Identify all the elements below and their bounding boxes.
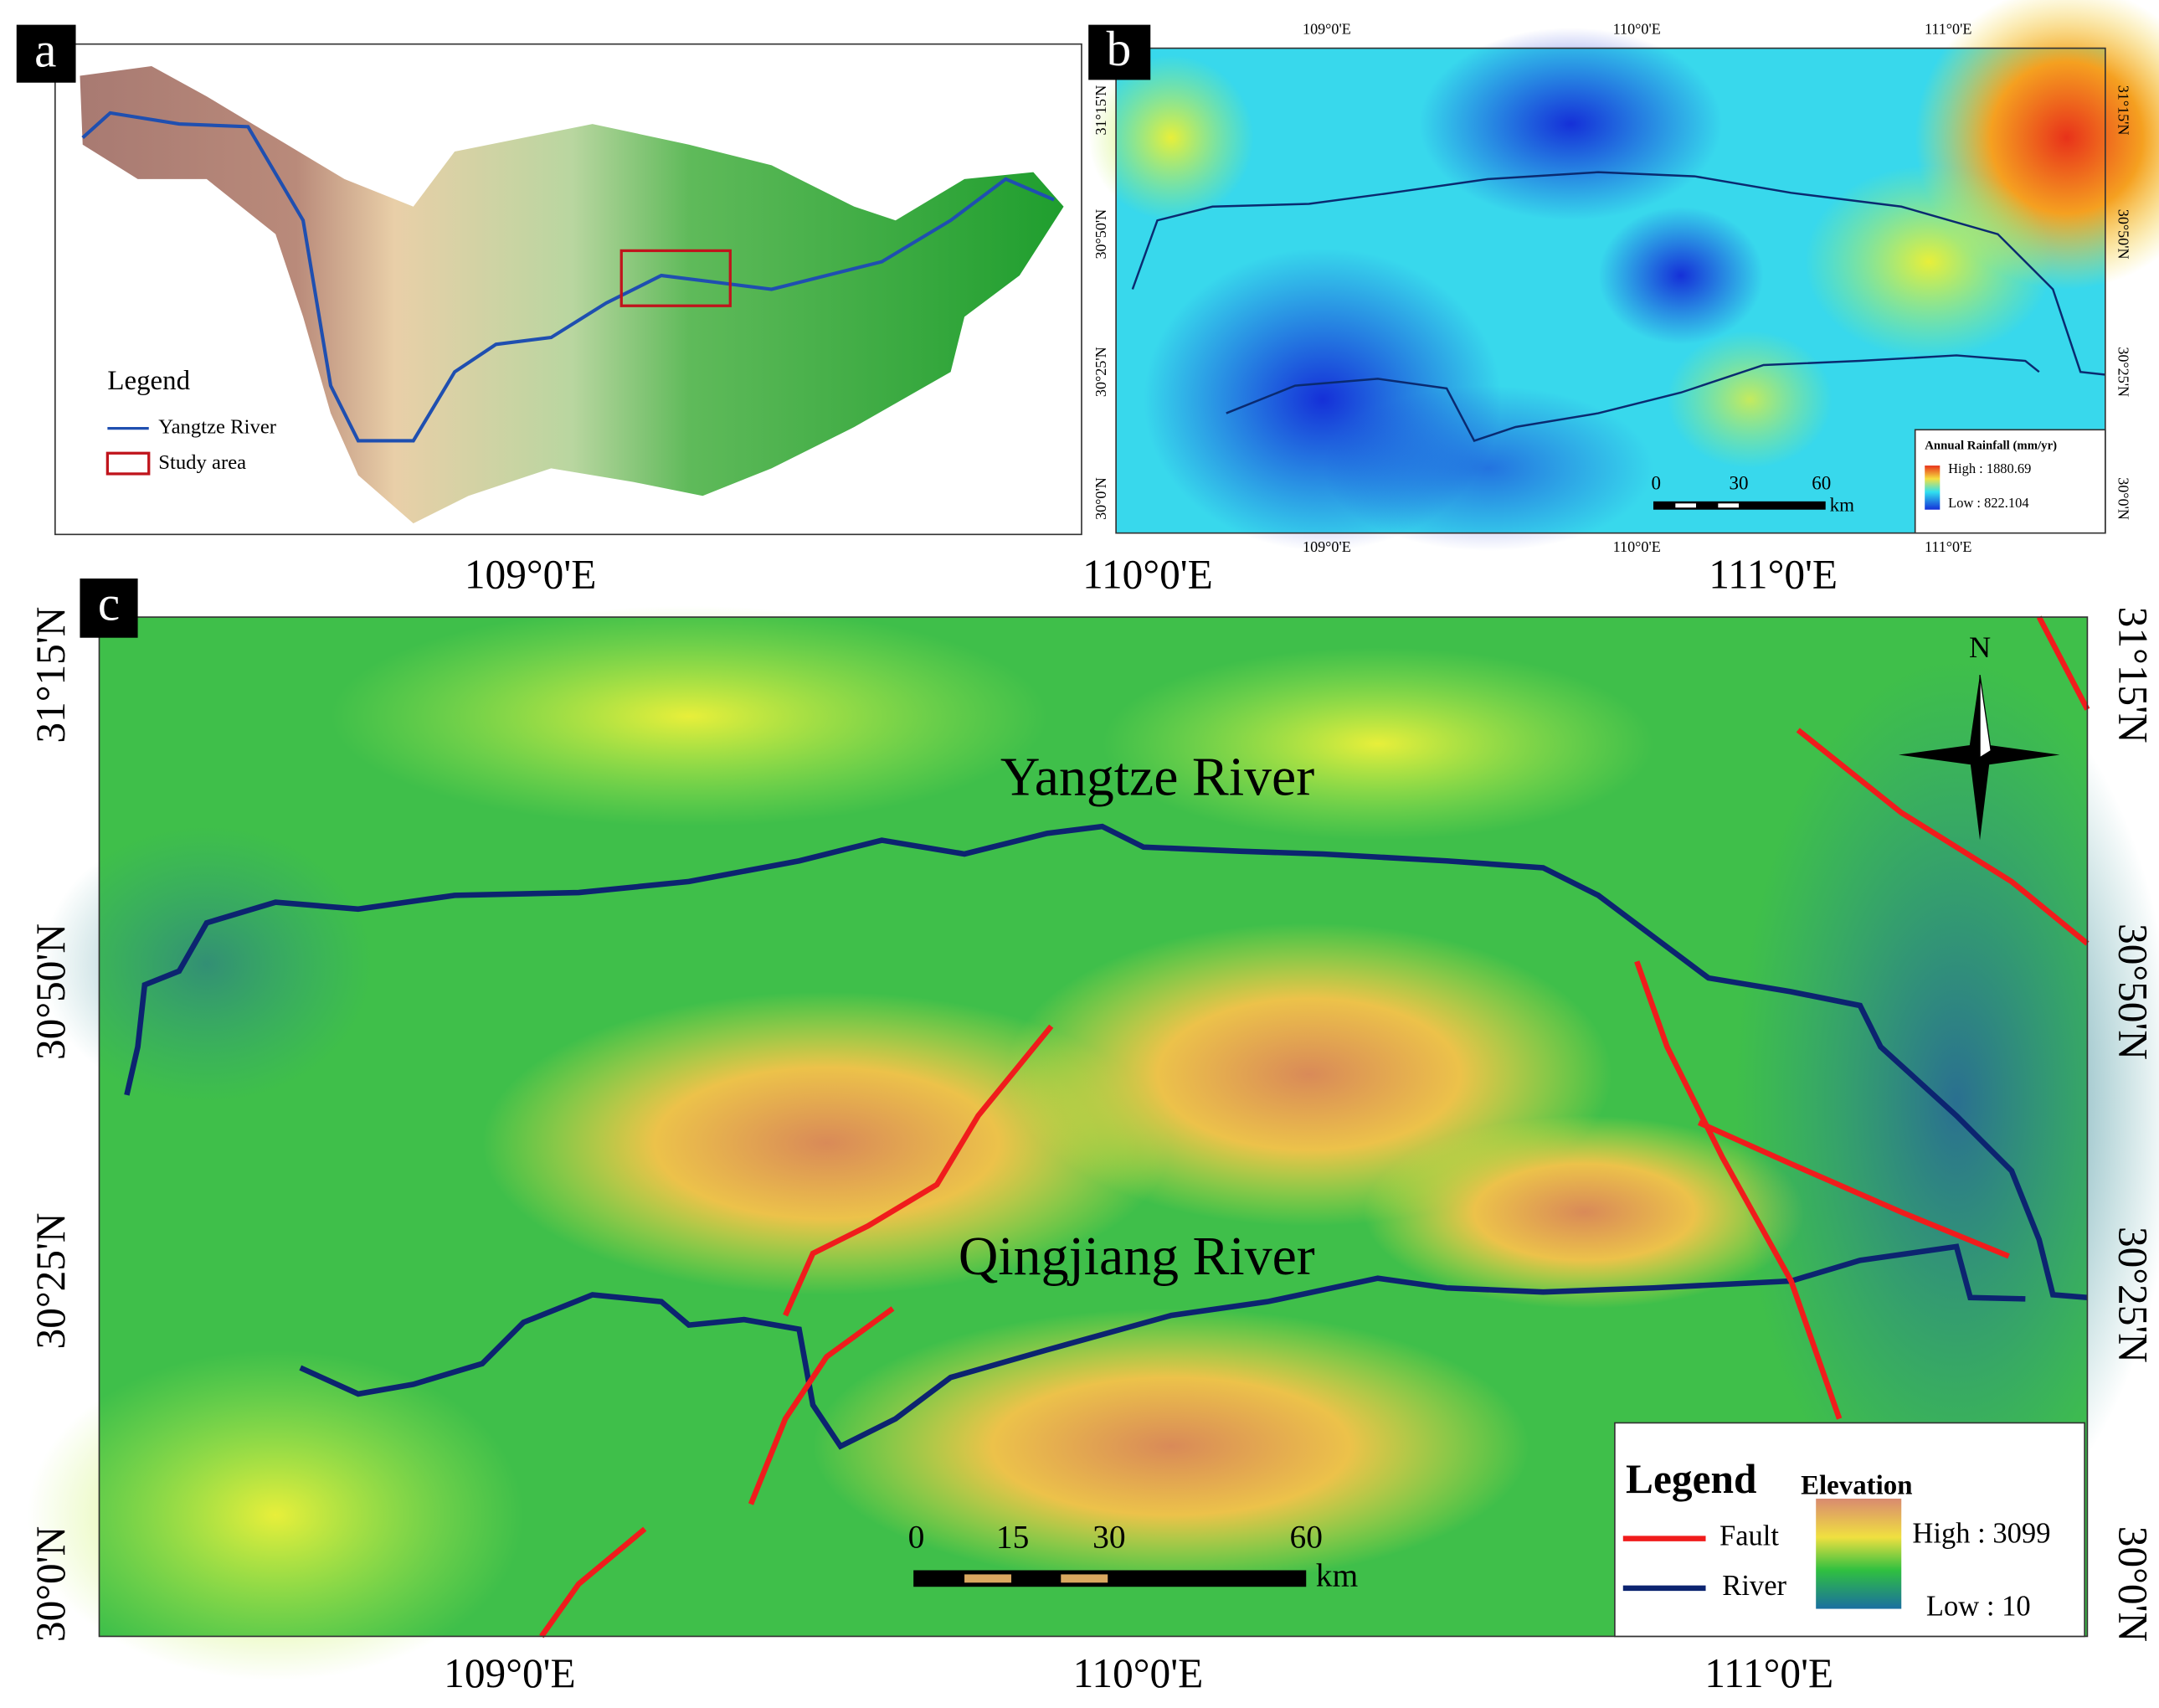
lat-label: 30°25'N: [1092, 347, 1109, 397]
lat-label: 31°15'N: [1092, 85, 1109, 136]
legend-item: Yangtze River: [158, 415, 276, 438]
lat-label: 30°0'N: [1092, 477, 1109, 520]
lat-label: 30°0'N: [2115, 477, 2131, 520]
north-arrow: N: [1898, 630, 2060, 841]
scale-bar: 0 30 60 km: [1652, 471, 1855, 515]
legend-high: High : 3099: [1912, 1517, 2050, 1549]
scale-label: 0: [908, 1518, 925, 1555]
legend-swatch: [105, 451, 151, 476]
colorbar: [1925, 466, 1941, 510]
scale-label: 15: [996, 1518, 1029, 1555]
lat-label: 31°15'N: [2110, 607, 2156, 743]
lat-label: 30°0'N: [28, 1526, 74, 1642]
lat-label: 30°25'N: [2115, 347, 2131, 397]
yangtze-river: [81, 111, 1055, 443]
panel-c: Yangtze River Qingjiang River N 0 15 30 …: [27, 551, 2159, 1696]
rainfall-field: [1088, 0, 2159, 552]
scale-label: 0: [1652, 471, 1662, 493]
panel-label: b: [1107, 21, 1132, 76]
river: [1226, 354, 2040, 442]
north-label: N: [1969, 630, 1991, 664]
scale-unit: km: [1830, 494, 1855, 516]
faults: [539, 615, 2090, 1639]
river-label: Yangtze River: [1000, 747, 1314, 808]
scale-label: 30: [1730, 471, 1749, 493]
lat-label: 30°50'N: [28, 923, 74, 1060]
panel-b: 109°0'E 110°0'E 111°0'E 109°0'E 110°0'E …: [1088, 0, 2159, 555]
lon-label: 110°0'E: [1613, 538, 1661, 555]
legend-low: Low : 10: [1926, 1590, 2031, 1622]
colorbar: [1816, 1498, 1902, 1609]
panel-frame: [1115, 47, 2106, 534]
river: [1131, 171, 2105, 376]
legend-title: Annual Rainfall (mm/yr): [1925, 439, 2057, 452]
legend-low: Low : 822.104: [1948, 495, 2028, 511]
legend-box: [1914, 429, 2106, 534]
legend-item: Study area: [158, 451, 246, 474]
lat-label: 30°50'N: [1092, 209, 1109, 260]
legend-item: River: [1722, 1570, 1786, 1602]
lat-label: 30°50'N: [2115, 209, 2131, 260]
river-label: Qingjiang River: [959, 1226, 1315, 1287]
panel-label: c: [98, 576, 120, 631]
panel-label-box: [80, 578, 138, 638]
lon-label: 109°0'E: [1303, 538, 1351, 555]
yangtze-river: [124, 823, 2088, 1301]
lon-label: 111°0'E: [1709, 551, 1838, 597]
legend-title: Legend: [1626, 1456, 1756, 1502]
scale-unit: km: [1316, 1556, 1359, 1593]
lon-label: 110°0'E: [1073, 1650, 1204, 1696]
basin-shape: [80, 65, 1064, 524]
lat-label: 30°0'N: [2110, 1526, 2156, 1642]
lon-label: 111°0'E: [1704, 1650, 1833, 1696]
panel-label-box: [16, 24, 76, 83]
panel-frame: [98, 616, 2089, 1638]
panel-label: a: [34, 22, 56, 77]
lat-label: 31°15'N: [2115, 85, 2131, 136]
lon-label: 109°0'E: [444, 1650, 576, 1696]
legend-title: Legend: [107, 366, 190, 396]
legend-high: High : 1880.69: [1948, 460, 2031, 476]
lon-label: 111°0'E: [1925, 538, 1971, 555]
scale-label: 30: [1092, 1518, 1125, 1555]
elevation-field: [27, 605, 2159, 1681]
lon-label: 109°0'E: [1303, 20, 1351, 37]
lat-label: 30°50'N: [2110, 923, 2156, 1060]
legend-item: Fault: [1719, 1520, 1779, 1552]
lon-label: 110°0'E: [1082, 551, 1213, 597]
lon-label: 110°0'E: [1613, 20, 1661, 37]
panel-a: Legend Yangtze River Study area a: [16, 22, 1082, 536]
lon-label: 109°0'E: [465, 551, 597, 597]
legend-subtitle: Elevation: [1801, 1470, 1912, 1500]
lat-label: 30°25'N: [28, 1213, 74, 1350]
scale-label: 60: [1289, 1518, 1322, 1555]
panel-label-box: [1088, 24, 1151, 80]
scale-label: 60: [1812, 471, 1831, 493]
qingjiang-river: [299, 1243, 2026, 1450]
lon-label: 111°0'E: [1925, 20, 1971, 37]
scale-bar: 0 15 30 60 km: [908, 1518, 1359, 1593]
lat-label: 30°25'N: [2110, 1227, 2156, 1363]
lat-label: 31°15'N: [28, 607, 74, 743]
study-area-box: [619, 249, 732, 307]
